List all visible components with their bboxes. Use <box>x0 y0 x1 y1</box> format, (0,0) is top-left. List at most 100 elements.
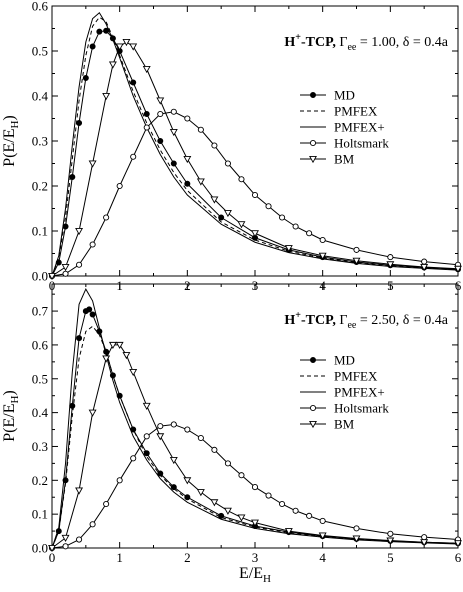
legend-marker <box>309 404 317 412</box>
data-point-bm <box>122 352 131 360</box>
data-point-bm <box>318 532 327 540</box>
data-point-holtsmark <box>224 460 231 467</box>
data-point-bm <box>183 477 192 485</box>
y-tick-label: 0.4 <box>32 405 49 420</box>
data-point-holtsmark <box>279 500 286 508</box>
data-point-bm <box>237 514 246 522</box>
data-point-bm <box>251 230 259 238</box>
data-point-holtsmark <box>184 115 191 122</box>
data-point-bm <box>183 155 192 164</box>
data-point-holtsmark <box>184 426 191 433</box>
legend-marker <box>309 356 316 363</box>
data-point-holtsmark <box>319 517 326 524</box>
data-point-holtsmark <box>387 530 394 537</box>
data-point-md <box>157 470 164 477</box>
data-point-md <box>170 484 177 491</box>
data-point-holtsmark <box>421 258 428 265</box>
data-point-holtsmark <box>279 214 286 221</box>
x-tick-label: 2 <box>184 550 191 565</box>
data-point-md <box>184 180 191 187</box>
data-point-md <box>76 335 83 342</box>
series-line-pmfex-plus <box>51 11 459 277</box>
y-tick-label: 0.6 <box>32 0 49 14</box>
series-bm <box>48 341 462 553</box>
data-point-bm <box>142 402 151 410</box>
data-point-bm <box>420 539 429 547</box>
data-point-holtsmark <box>62 543 69 550</box>
y-tick-label: 0.0 <box>32 541 48 556</box>
data-point-bm <box>223 507 232 515</box>
series-pmfex <box>51 16 459 277</box>
data-point-md <box>157 137 164 144</box>
series-line-pmfex <box>51 16 459 277</box>
data-point-bm <box>352 535 361 543</box>
data-point-bm <box>284 528 293 536</box>
data-point-bm <box>210 196 219 204</box>
panel-bottom: 0 1 2 3 4 5 6 0.0 0.1 0.2 0.3 0.4 0.5 0.6 0.7 H+-TCP, Γ… <box>32 283 462 565</box>
legend-item-pmfex: PMFEX <box>300 104 378 119</box>
data-point-md <box>96 28 103 35</box>
series-md <box>49 27 461 279</box>
data-point-md <box>82 75 89 82</box>
data-point-bm <box>142 65 151 74</box>
data-point-bm <box>210 499 219 507</box>
data-point-bm <box>48 544 56 553</box>
legend-item-pmfex-plus: PMFEX+ <box>300 385 385 400</box>
data-point-md <box>69 402 76 409</box>
data-point-holtsmark <box>170 421 177 428</box>
data-point-bm <box>61 534 70 542</box>
data-point-bm <box>223 209 232 218</box>
y-tick-label: 0.2 <box>32 179 48 194</box>
x-tick-label: 4 <box>319 550 326 565</box>
data-point-bm <box>122 38 131 47</box>
legend-marker <box>309 420 317 429</box>
y-tick-label: 0.5 <box>32 371 48 386</box>
legend-item-pmfex-plus: PMFEX+ <box>300 120 385 135</box>
data-point-md <box>89 311 96 318</box>
data-point-holtsmark <box>387 254 394 261</box>
y-tick-label: 0.6 <box>32 337 49 352</box>
data-point-holtsmark <box>306 230 313 237</box>
legend-item-bm: BM <box>300 417 355 432</box>
data-point-bm <box>102 92 111 101</box>
data-point-holtsmark <box>197 126 204 133</box>
data-point-holtsmark <box>76 261 83 268</box>
legend-item-bm: BM <box>300 152 355 167</box>
panel-title: H+-TCP, Γee = 1.00, δ = 0.4a <box>284 32 448 53</box>
x-tick-label: 5 <box>387 550 394 565</box>
data-point-md <box>170 160 177 167</box>
legend-item-md: MD <box>300 88 355 103</box>
data-point-bm <box>129 368 138 377</box>
data-point-holtsmark <box>143 433 150 440</box>
data-point-bm <box>88 160 97 168</box>
series-line-bm <box>51 344 459 549</box>
legend-label: PMFEX <box>334 369 378 384</box>
panel-title: H+-TCP, Γee = 2.50, δ = 0.4a <box>284 310 448 331</box>
data-point-holtsmark <box>251 484 259 491</box>
data-point-holtsmark <box>62 270 69 277</box>
data-point-bm <box>196 489 205 497</box>
series-holtsmark <box>48 108 462 280</box>
data-point-md <box>218 214 225 221</box>
data-point-bm <box>420 263 429 272</box>
legend-label: PMFEX+ <box>334 385 385 400</box>
legend-label: Holtsmark <box>334 136 389 151</box>
data-point-holtsmark <box>157 423 164 430</box>
y-tick-label: 0.1 <box>32 507 48 522</box>
data-point-bm <box>75 227 84 236</box>
data-point-md <box>69 173 76 180</box>
data-point-bm <box>196 178 205 186</box>
x-tick-label: 3 <box>252 550 259 565</box>
series-line-pmfex <box>51 325 459 549</box>
data-point-holtsmark <box>143 124 150 131</box>
y-axis-title-top: P(E/EH) <box>1 115 21 167</box>
legend-label: MD <box>334 88 355 103</box>
data-point-holtsmark <box>211 446 218 453</box>
data-point-holtsmark <box>306 512 313 519</box>
data-point-bm <box>237 221 246 229</box>
data-point-bm <box>352 257 361 265</box>
series-pmfex <box>51 325 459 549</box>
data-point-holtsmark <box>76 536 83 543</box>
